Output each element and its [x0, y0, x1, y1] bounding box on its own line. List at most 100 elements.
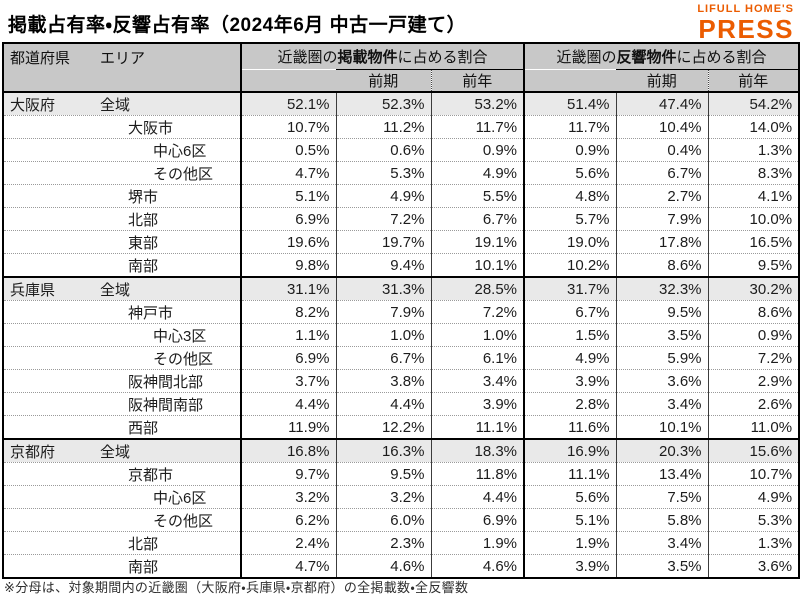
value-cell: 31.3%: [335, 277, 431, 301]
value-cell: 52.1%: [240, 92, 336, 116]
value-cell: 6.9%: [240, 346, 336, 370]
value-cell: 6.7%: [615, 161, 709, 185]
area-label: 東部: [128, 234, 159, 252]
table-header: 都道府県 エリア 近畿圏の掲載物件に占める割合 近畿圏の反響物件に占める割合 前期…: [3, 43, 800, 92]
value-cell: 53.2%: [430, 92, 525, 116]
share-table: 都道府県 エリア 近畿圏の掲載物件に占める割合 近畿圏の反響物件に占める割合 前期…: [2, 42, 800, 579]
row-label-cell: 京都市: [3, 463, 241, 486]
table-row: 阪神間南部 4.4% 4.4% 3.9% 2.8% 3.4% 2.6%: [3, 392, 800, 416]
value-cell: 4.7%: [240, 161, 336, 185]
table-row: 堺市 5.1% 4.9% 5.5% 4.8% 2.7% 4.1%: [3, 184, 800, 208]
value-cell: 3.9%: [430, 392, 525, 416]
value-cell: 3.9%: [523, 369, 617, 393]
value-cell: 5.1%: [240, 184, 336, 208]
value-cell: 7.9%: [335, 300, 431, 324]
row-label-cell: 中心6区: [3, 139, 241, 162]
value-cell: 18.3%: [430, 439, 525, 463]
value-cell: 1.9%: [430, 531, 525, 555]
table-row: 京都市 9.7% 9.5% 11.8% 11.1% 13.4% 10.7%: [3, 462, 800, 486]
value-cell: 4.9%: [707, 485, 800, 509]
area-label: 堺市: [128, 188, 159, 206]
value-cell: 9.5%: [615, 300, 709, 324]
listing-header-suffix: に占める割合: [397, 49, 488, 66]
area-label: 南部: [128, 257, 159, 275]
value-cell: 52.3%: [335, 92, 431, 116]
value-cell: 5.9%: [615, 346, 709, 370]
row-label-cell: 南部: [3, 555, 241, 579]
value-cell: 7.5%: [615, 485, 709, 509]
value-cell: 0.9%: [523, 138, 617, 162]
value-cell: 31.1%: [240, 277, 336, 301]
area-label: 全域: [100, 96, 131, 114]
row-label-cell: 神戸市: [3, 301, 241, 324]
value-cell: 3.4%: [615, 531, 709, 555]
value-cell: 6.9%: [240, 207, 336, 231]
table-row: 京都府 全域 16.8% 16.3% 18.3% 16.9% 20.3% 15.6%: [3, 439, 800, 463]
response-header-suffix: に占める割合: [676, 49, 767, 66]
logo-text-top: LIFULL HOME'S: [697, 3, 794, 15]
value-cell: 8.2%: [240, 300, 336, 324]
value-cell: 9.8%: [240, 253, 336, 277]
header-cell-listing-prev-term: 前期: [336, 69, 431, 92]
row-label-cell: その他区: [3, 509, 241, 532]
value-cell: 19.1%: [430, 230, 525, 254]
value-cell: 1.5%: [523, 323, 617, 347]
value-cell: 5.1%: [523, 508, 617, 532]
listing-header-prefix: 近畿圏の: [277, 49, 338, 66]
value-cell: 28.5%: [430, 277, 525, 301]
value-cell: 14.0%: [707, 115, 800, 139]
value-cell: 5.3%: [707, 508, 800, 532]
value-cell: 30.2%: [707, 277, 800, 301]
row-label-cell: 南部: [3, 254, 241, 278]
value-cell: 4.7%: [240, 554, 336, 578]
value-cell: 4.4%: [240, 392, 336, 416]
value-cell: 1.9%: [523, 531, 617, 555]
table-row: 神戸市 8.2% 7.9% 7.2% 6.7% 9.5% 8.6%: [3, 300, 800, 324]
value-cell: 5.6%: [523, 161, 617, 185]
value-cell: 16.8%: [240, 439, 336, 463]
row-label-cell: その他区: [3, 347, 241, 370]
value-cell: 47.4%: [615, 92, 709, 116]
header-row-subcolumns: 前期 前年 前期 前年: [3, 69, 800, 92]
response-header-prefix: 近畿圏の: [556, 49, 617, 66]
row-label-cell: 東部: [3, 231, 241, 254]
header-cell-response-prev-year: 前年: [707, 69, 800, 92]
value-cell: 19.6%: [240, 230, 336, 254]
area-label: その他区: [153, 350, 214, 368]
value-cell: 10.7%: [707, 462, 800, 486]
value-cell: 3.8%: [335, 369, 431, 393]
value-cell: 11.7%: [523, 115, 617, 139]
value-cell: 10.0%: [707, 207, 800, 231]
value-cell: 11.7%: [430, 115, 525, 139]
value-cell: 54.2%: [707, 92, 800, 116]
table-row: 西部 11.9% 12.2% 11.1% 11.6% 10.1% 11.0%: [3, 415, 800, 439]
area-label: 大阪市: [128, 119, 174, 137]
lifull-homes-press-logo: LIFULL HOME'S PRESS: [697, 3, 794, 43]
area-label: 北部: [128, 535, 159, 553]
value-cell: 3.6%: [615, 369, 709, 393]
area-label: 西部: [128, 419, 159, 437]
table-row: 兵庫県 全域 31.1% 31.3% 28.5% 31.7% 32.3% 30.2%: [3, 277, 800, 301]
header-row-groups: 都道府県 エリア 近畿圏の掲載物件に占める割合 近畿圏の反響物件に占める割合: [3, 43, 800, 92]
area-label: 中心3区: [153, 327, 207, 345]
value-cell: 6.0%: [335, 508, 431, 532]
value-cell: 1.0%: [335, 323, 431, 347]
row-label-cell: その他区: [3, 162, 241, 185]
row-label-cell: 北部: [3, 208, 241, 231]
row-label-cell: 堺市: [3, 185, 241, 208]
value-cell: 2.4%: [240, 531, 336, 555]
table-body: 大阪府 全域 52.1% 52.3% 53.2% 51.4% 47.4% 54.2% 大阪市 10…: [3, 92, 800, 579]
value-cell: 2.7%: [615, 184, 709, 208]
row-label-cell: 北部: [3, 532, 241, 555]
value-cell: 6.7%: [430, 207, 525, 231]
area-label: 阪神間北部: [128, 373, 204, 391]
value-cell: 2.6%: [707, 392, 800, 416]
value-cell: 9.5%: [707, 253, 800, 277]
value-cell: 4.1%: [707, 184, 800, 208]
value-cell: 1.0%: [430, 323, 525, 347]
value-cell: 11.6%: [523, 415, 617, 439]
value-cell: 8.6%: [615, 253, 709, 277]
header-cell-response-prev-term: 前期: [616, 69, 709, 92]
prefecture-label: 京都府: [10, 443, 56, 461]
table-row: 南部 4.7% 4.6% 4.6% 3.9% 3.5% 3.6%: [3, 554, 800, 579]
